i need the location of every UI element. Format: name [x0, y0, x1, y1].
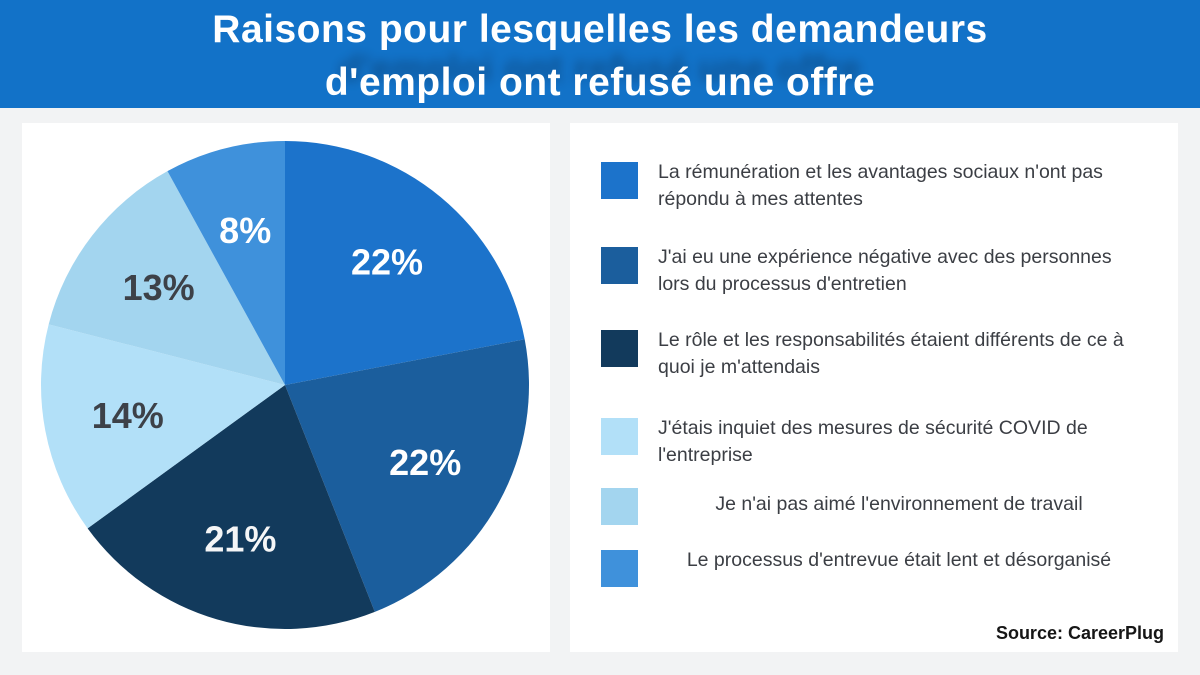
legend-label-work-environment: Je n'ai pas aimé l'environnement de trav… — [715, 493, 1083, 515]
legend-label-role-different: Le rôle et les responsabilités étaient d… — [658, 329, 1124, 378]
legend-swatch-slow-process — [601, 550, 638, 587]
pie-slice — [48, 171, 285, 385]
legend-label-negative-experience: J'ai eu une expérience négative avec des… — [658, 246, 1112, 295]
pie-slice — [285, 339, 530, 612]
pie-slice — [167, 141, 285, 385]
pie-chart-panel: 22% 22% 21% 14% 13% 8% — [22, 123, 550, 652]
legend-swatch-compensation — [601, 162, 638, 199]
pie-chart: 22% 22% 21% 14% 13% 8% — [41, 141, 530, 630]
pie-slice-percentage: 22% — [351, 242, 423, 283]
legend-swatch-role-different — [601, 330, 638, 367]
pie-slice — [87, 385, 375, 630]
legend-swatch-work-environment — [601, 488, 638, 525]
legend-swatch-covid-safety — [601, 418, 638, 455]
pie-slice-percentage: 14% — [92, 395, 164, 436]
legend-swatch-negative-experience — [601, 247, 638, 284]
pie-slice — [285, 141, 525, 385]
pie-slice-percentage: 21% — [204, 519, 276, 560]
pie-slice-percentage: 13% — [123, 267, 195, 308]
legend-panel: La rémunération et les avantages sociaux… — [570, 123, 1178, 652]
legend-label-compensation: La rémunération et les avantages sociaux… — [658, 161, 1103, 210]
pie-slice — [41, 324, 285, 529]
page-title-line1: Raisons pour lesquelles les demandeurs — [212, 8, 988, 51]
title-banner: d'emploi ont refusé une offre Raisons po… — [0, 0, 1200, 108]
pie-slice-percentage: 22% — [389, 442, 461, 483]
legend-label-covid-safety: J'étais inquiet des mesures de sécurité … — [658, 417, 1088, 466]
source-credit: Source: CareerPlug — [995, 623, 1164, 643]
legend-label-slow-process: Le processus d'entrevue était lent et dé… — [686, 549, 1112, 571]
pie-slice-percentage: 8% — [219, 210, 271, 251]
page-title-line2: d'emploi ont refusé une offre — [324, 61, 876, 104]
